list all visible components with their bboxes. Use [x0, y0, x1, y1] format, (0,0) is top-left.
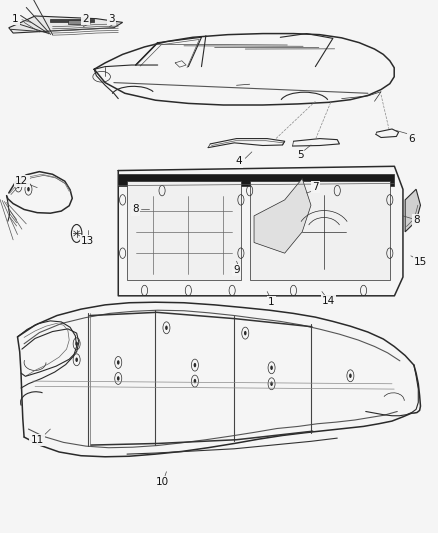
Text: 3: 3	[108, 14, 115, 23]
Text: 11: 11	[31, 435, 44, 445]
Text: 15: 15	[414, 257, 427, 267]
Ellipse shape	[270, 382, 273, 386]
Text: 6: 6	[408, 134, 415, 143]
Ellipse shape	[117, 376, 120, 381]
Ellipse shape	[75, 342, 78, 346]
Bar	[118, 174, 394, 185]
Text: 10: 10	[155, 478, 169, 487]
Ellipse shape	[27, 187, 30, 191]
Ellipse shape	[194, 379, 196, 383]
Text: 8: 8	[413, 215, 420, 225]
Polygon shape	[50, 19, 94, 22]
Ellipse shape	[165, 326, 168, 330]
Ellipse shape	[117, 360, 120, 365]
Text: 8: 8	[132, 205, 139, 214]
Polygon shape	[9, 16, 123, 33]
Ellipse shape	[244, 331, 247, 335]
Text: 12: 12	[15, 176, 28, 186]
Text: 1: 1	[12, 14, 19, 23]
Bar	[127, 181, 241, 280]
Ellipse shape	[75, 358, 78, 362]
Polygon shape	[405, 189, 420, 232]
Text: 7: 7	[312, 182, 319, 192]
Ellipse shape	[270, 366, 273, 370]
Text: 1: 1	[268, 297, 275, 307]
Text: 2: 2	[82, 14, 89, 23]
Text: 14: 14	[322, 296, 335, 306]
Text: 5: 5	[297, 150, 304, 159]
Bar	[250, 181, 390, 280]
Bar	[68, 20, 85, 24]
Ellipse shape	[17, 184, 20, 188]
Text: 13: 13	[81, 236, 94, 246]
Polygon shape	[254, 179, 311, 253]
Ellipse shape	[349, 374, 352, 378]
Text: 9: 9	[233, 265, 240, 275]
Text: 4: 4	[235, 157, 242, 166]
Ellipse shape	[194, 363, 196, 367]
